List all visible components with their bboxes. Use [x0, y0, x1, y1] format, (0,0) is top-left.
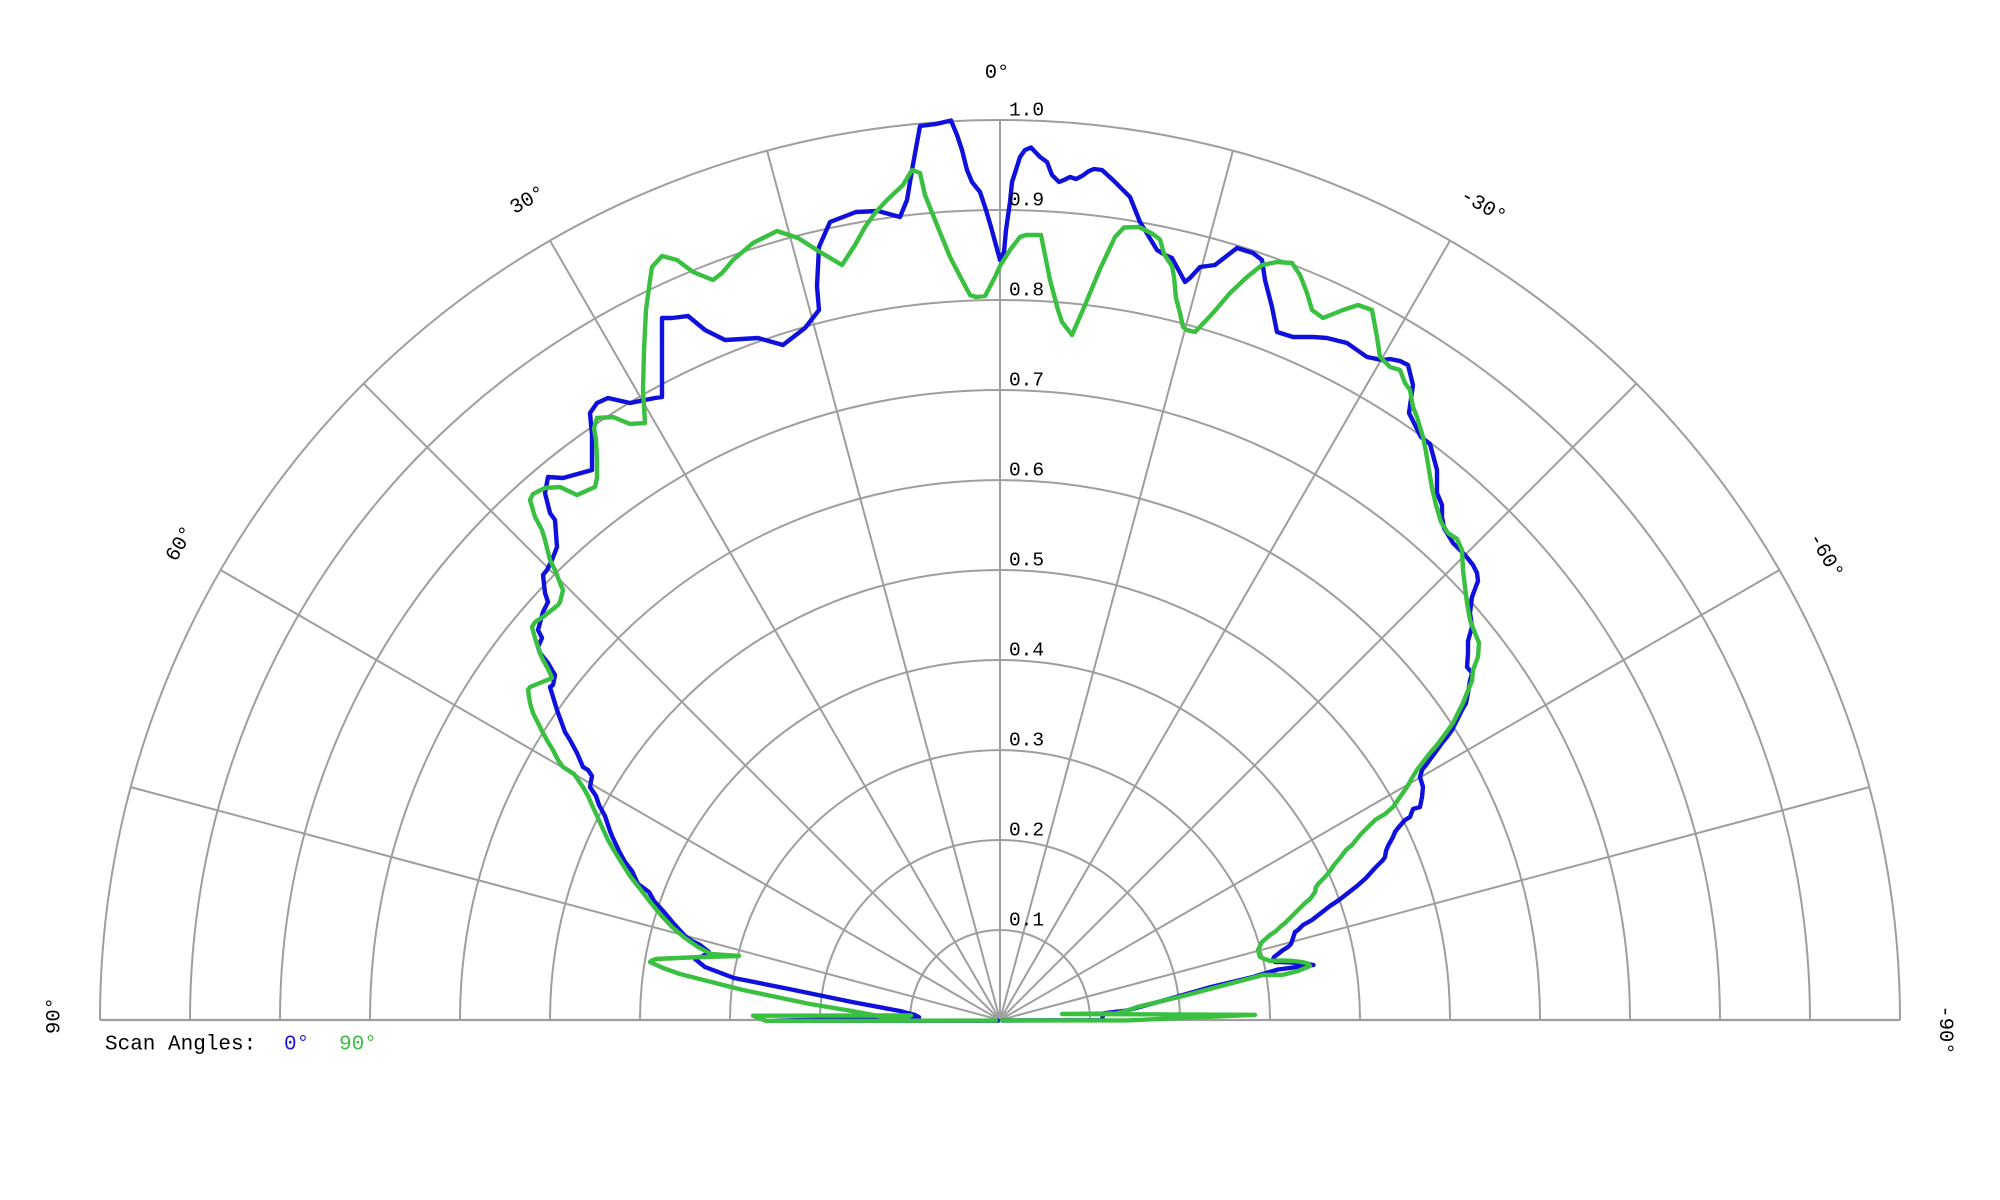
svg-text:0.3: 0.3	[1009, 730, 1044, 752]
svg-text:0.6: 0.6	[1009, 460, 1044, 482]
svg-text:0.9: 0.9	[1009, 190, 1044, 212]
svg-text:0°: 0°	[284, 1034, 309, 1057]
svg-text:0°: 0°	[985, 62, 1010, 85]
svg-text:0.4: 0.4	[1009, 640, 1044, 662]
svg-text:90°: 90°	[44, 997, 67, 1034]
svg-text:0.2: 0.2	[1009, 820, 1044, 842]
svg-text:1.0: 1.0	[1009, 100, 1044, 122]
svg-text:Scan Angles:: Scan Angles:	[105, 1034, 256, 1057]
svg-text:0.7: 0.7	[1009, 370, 1044, 392]
svg-text:0.8: 0.8	[1009, 280, 1044, 302]
svg-text:-90°: -90°	[1933, 1005, 1956, 1054]
svg-text:90°: 90°	[339, 1034, 377, 1057]
svg-text:0.1: 0.1	[1009, 910, 1044, 932]
svg-text:0.5: 0.5	[1009, 550, 1044, 572]
